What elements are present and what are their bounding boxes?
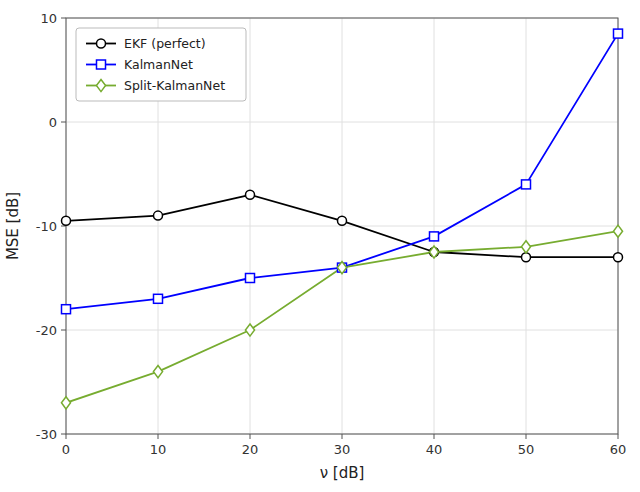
x-tick-label: 30 [334,442,351,457]
series-marker [430,232,439,241]
y-tick [61,18,66,19]
series-marker [245,324,254,336]
y-tick [61,122,66,123]
series-marker [521,241,530,253]
legend-marker [97,60,106,69]
x-tick-label: 20 [242,442,259,457]
series-marker [154,211,163,220]
x-tick [158,434,159,439]
plot-background [66,18,618,434]
x-tick-label: 0 [62,442,70,457]
chart-container: 0 10 20 30 40 50 60 -30 -20 -10 0 10 ν [dB] MSE [dB] E… [0,0,640,492]
legend-box [76,28,246,101]
y-tick-label: -10 [36,219,57,234]
legend: EKF (perfect) KalmanNet Split-KalmanNet [76,28,246,101]
chart-svg: 0 10 20 30 40 50 60 -30 -20 -10 0 10 ν [dB] MSE [dB] E… [0,0,640,492]
series-marker [61,397,70,409]
x-tick-label: 10 [150,442,167,457]
grid [66,18,618,434]
x-tick-label: 40 [426,442,443,457]
series-marker [429,246,438,258]
series-marker [246,274,255,283]
axes: 0 10 20 30 40 50 60 -30 -20 -10 0 10 [36,11,627,458]
y-tick-label: 0 [49,115,57,130]
y-tick-label: -30 [36,427,57,442]
y-tick-label: 10 [40,11,57,26]
series-marker [338,216,347,225]
series-lines [66,34,618,403]
legend-label: Split-KalmanNet [124,78,225,93]
series-marker [62,216,71,225]
series-marker [613,225,622,237]
x-tick [618,434,619,439]
series-line [66,195,618,257]
x-tick [434,434,435,439]
series-marker [614,253,623,262]
legend-marker [97,39,106,48]
y-tick [61,330,66,331]
plot-frame [66,18,618,434]
series-markers [61,29,622,409]
x-tick [250,434,251,439]
x-tick-label: 50 [518,442,535,457]
series-marker [154,294,163,303]
legend-marker [96,79,105,91]
legend-label: KalmanNet [124,57,193,72]
series-marker [246,190,255,199]
x-tick [526,434,527,439]
series-marker [153,366,162,378]
series-marker [62,305,71,314]
y-tick [61,434,66,435]
series-marker [337,262,346,274]
x-axis-label: ν [dB] [320,464,365,482]
x-tick [66,434,67,439]
series-marker [522,180,531,189]
legend-label: EKF (perfect) [124,36,206,51]
y-axis-label: MSE [dB] [4,192,22,260]
series-line [66,231,618,403]
series-marker [614,29,623,38]
x-tick-label: 60 [610,442,627,457]
y-tick-label: -20 [36,323,57,338]
x-tick [342,434,343,439]
y-grid-line [66,330,618,331]
y-grid-line [66,122,618,123]
